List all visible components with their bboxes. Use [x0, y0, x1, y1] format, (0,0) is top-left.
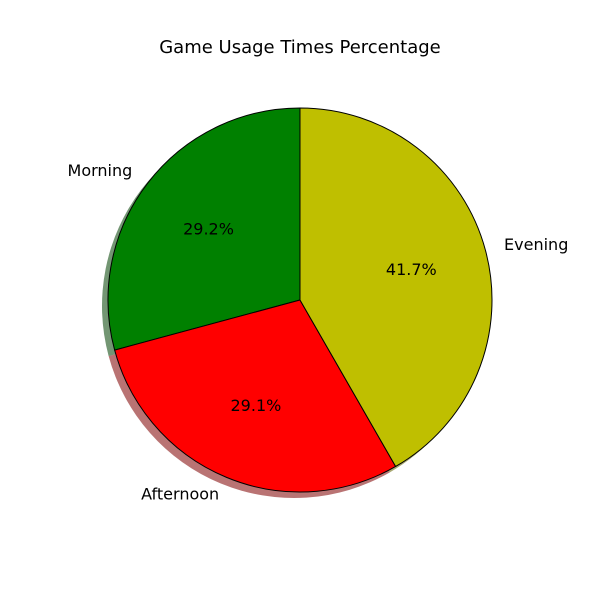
labels-layer: Morning 29.2% Afternoon 29.1% Evening 41.7%	[68, 161, 569, 504]
slice-evening	[299, 107, 493, 467]
slice-label-afternoon: Afternoon	[141, 485, 219, 504]
slice-percent-morning: 29.2%	[183, 219, 234, 238]
slice-label-evening: Evening	[504, 235, 568, 254]
slice-afternoon	[114, 299, 397, 493]
slices-layer	[107, 107, 493, 493]
slice-morning	[107, 107, 301, 351]
slice-percent-evening: 41.7%	[386, 260, 437, 279]
chart-title: Game Usage Times Percentage	[159, 37, 441, 58]
slice-percent-afternoon: 29.1%	[231, 396, 282, 415]
slice-label-morning: Morning	[68, 161, 133, 180]
